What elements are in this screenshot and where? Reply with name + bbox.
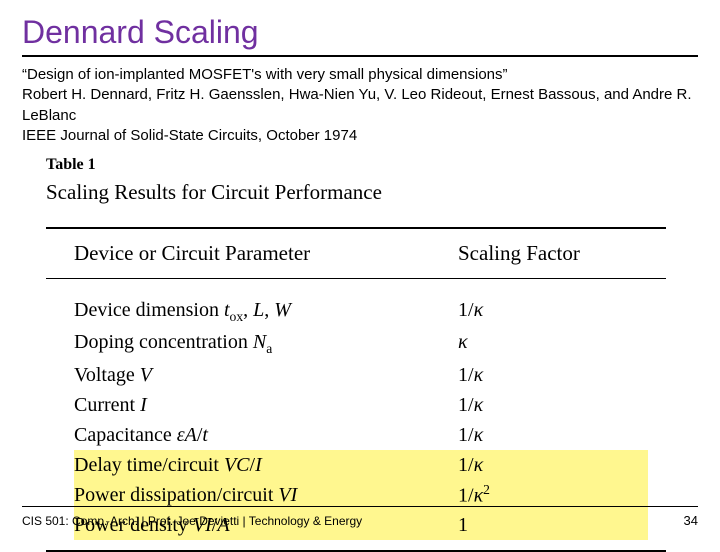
- table-row: Delay time/circuit VC/I1/κ: [74, 450, 648, 480]
- slide-title: Dennard Scaling: [22, 14, 698, 57]
- slide-footer: CIS 501: Comp. Arch. | Prof. Joe Deviett…: [22, 506, 698, 528]
- footer-left: CIS 501: Comp. Arch. | Prof. Joe Deviett…: [22, 514, 362, 528]
- table-row: Current I1/κ: [74, 390, 648, 420]
- table-header-row: Device or Circuit Parameter Scaling Fact…: [46, 229, 666, 279]
- table-row: Capacitance εA/t1/κ: [74, 420, 648, 450]
- table-header-left: Device or Circuit Parameter: [74, 241, 458, 266]
- citation-venue: IEEE Journal of Solid-State Circuits, Oc…: [22, 126, 698, 146]
- table-cell-parameter: Doping concentration Na: [74, 327, 458, 359]
- table-cell-factor: 1/κ: [458, 390, 648, 420]
- table-cell-factor: 1/κ: [458, 420, 648, 450]
- table-cell-parameter: Current I: [74, 390, 458, 420]
- table-cell-factor: 1/κ: [458, 295, 648, 325]
- scaling-table: Device or Circuit Parameter Scaling Fact…: [46, 227, 666, 552]
- table-header-right: Scaling Factor: [458, 241, 648, 266]
- slide: Dennard Scaling “Design of ion-implanted…: [0, 0, 720, 540]
- page-number: 34: [684, 513, 698, 528]
- table-cell-factor: κ: [458, 327, 648, 357]
- citation-paper-title: “Design of ion-implanted MOSFET's with v…: [22, 65, 698, 85]
- table-cell-parameter: Device dimension tox, L, W: [74, 295, 458, 327]
- citation-authors: Robert H. Dennard, Fritz H. Gaensslen, H…: [22, 85, 698, 126]
- table-cell-parameter: Delay time/circuit VC/I: [74, 450, 458, 480]
- table-region: Table 1 Scaling Results for Circuit Perf…: [22, 156, 698, 552]
- table-caption: Scaling Results for Circuit Performance: [46, 180, 666, 205]
- table-row: Device dimension tox, L, W1/κ: [74, 295, 648, 327]
- table-label: Table 1: [46, 156, 666, 174]
- table-cell-factor: 1/κ: [458, 450, 648, 480]
- table-cell-parameter: Voltage V: [74, 360, 458, 390]
- table-cell-parameter: Capacitance εA/t: [74, 420, 458, 450]
- citation-block: “Design of ion-implanted MOSFET's with v…: [22, 65, 698, 146]
- table-row: Voltage V1/κ: [74, 360, 648, 390]
- table-row: Doping concentration Naκ: [74, 327, 648, 359]
- table-cell-factor: 1/κ: [458, 360, 648, 390]
